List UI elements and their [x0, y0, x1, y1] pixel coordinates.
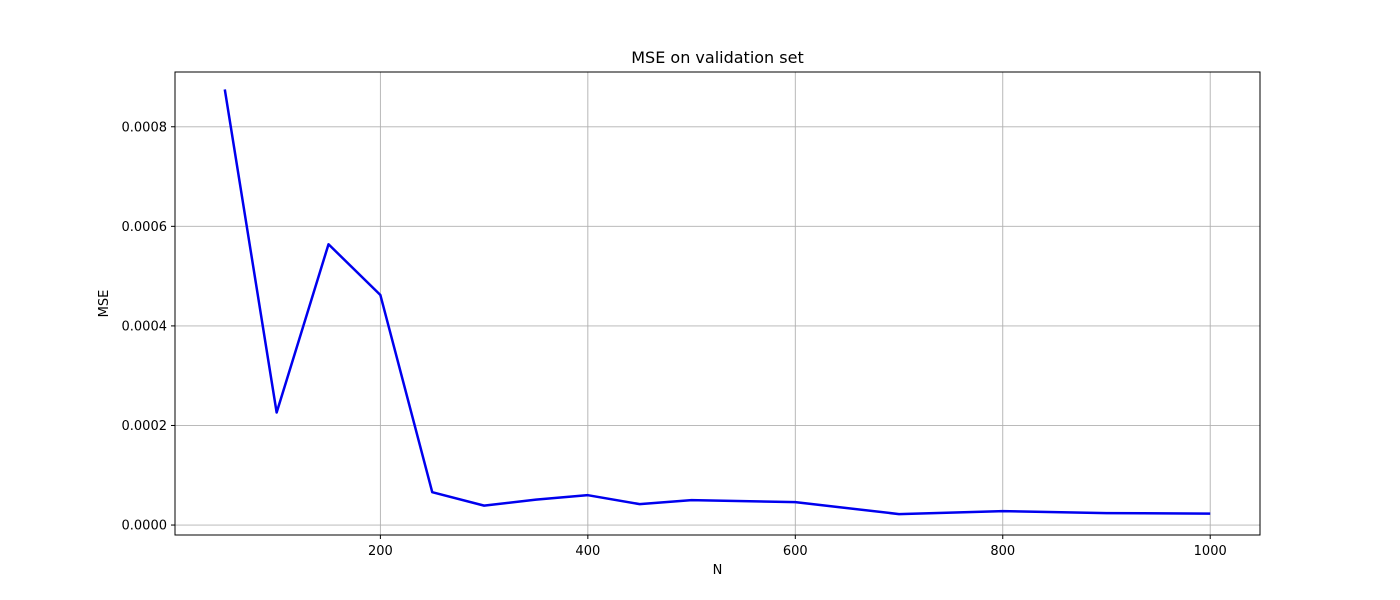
x-tick-label: 200 [368, 544, 393, 559]
chart-title: MSE on validation set [631, 48, 803, 67]
x-tick-label: 400 [575, 544, 600, 559]
y-tick-label: 0.0000 [122, 519, 168, 534]
x-tick-label: 1000 [1194, 544, 1227, 559]
series-line [223, 89, 1211, 516]
axis-ticks: 200 400 600 800 1000 0.0000 0.0002 0.0004 0.0006… [122, 120, 1227, 559]
plot-frame [174, 71, 1261, 536]
x-axis-label: N [713, 563, 723, 578]
grid-lines [175, 72, 1260, 535]
y-tick-label: 0.0008 [122, 120, 168, 135]
x-tick-label: 800 [990, 544, 1015, 559]
x-tick-label: 600 [783, 544, 808, 559]
series-layer [223, 89, 1211, 516]
y-tick-label: 0.0006 [122, 220, 168, 235]
y-tick-label: 0.0004 [122, 319, 168, 334]
y-tick-label: 0.0002 [122, 419, 168, 434]
y-axis-label: MSE [97, 290, 112, 318]
